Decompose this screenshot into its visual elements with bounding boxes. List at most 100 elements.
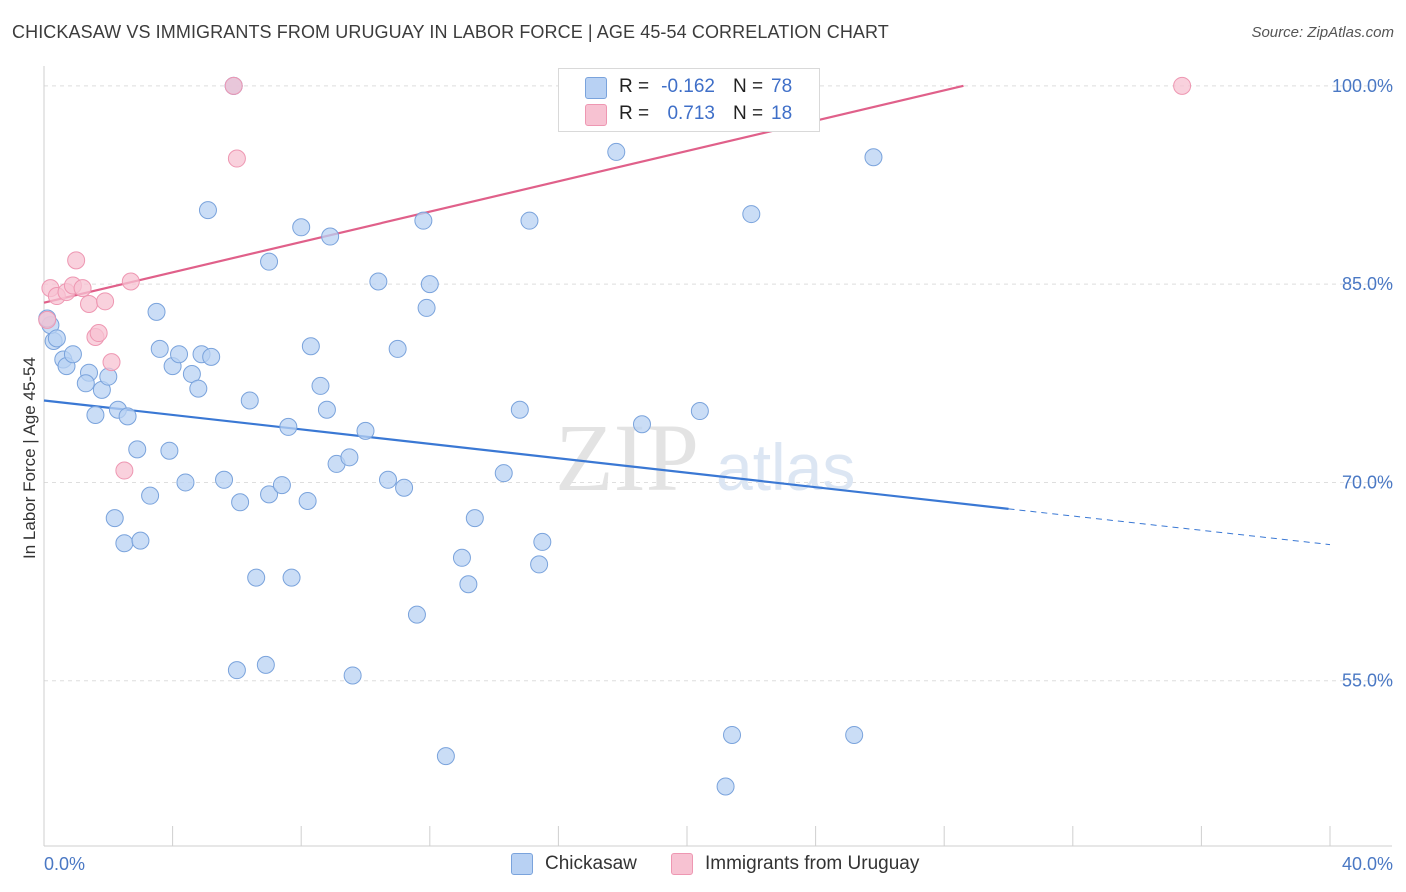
point-chickasaw	[436, 747, 455, 766]
legend-r-value: 0.713	[667, 103, 715, 124]
point-chickasaw	[407, 605, 426, 624]
point-uruguay	[96, 292, 115, 311]
point-chickasaw	[395, 478, 414, 497]
legend-swatch-blue	[585, 77, 607, 99]
trend-line-uruguay	[43, 84, 964, 304]
legend-row-uruguay: R = 0.713 N = 18	[559, 101, 819, 127]
point-chickasaw	[189, 379, 208, 398]
point-uruguay	[227, 149, 246, 168]
point-chickasaw	[160, 441, 179, 460]
y-tick-label: 100.0%	[1332, 76, 1393, 96]
point-chickasaw	[420, 275, 439, 294]
legend-r-value: -0.162	[661, 76, 715, 97]
trend-line-chickasaw	[43, 399, 1009, 510]
point-chickasaw	[845, 725, 864, 744]
point-uruguay	[102, 353, 121, 372]
point-uruguay	[1173, 76, 1192, 95]
point-chickasaw	[298, 491, 317, 510]
legend-row-chickasaw: R = -0.162 N = 78	[559, 74, 819, 100]
point-chickasaw	[292, 218, 311, 237]
legend-n-value: 18	[771, 103, 793, 124]
point-chickasaw	[128, 440, 147, 459]
point-chickasaw	[150, 339, 169, 358]
point-chickasaw	[607, 142, 626, 161]
point-chickasaw	[202, 347, 221, 366]
legend-r-label: R =	[619, 103, 650, 124]
bottom-legend-swatch-blue	[511, 853, 533, 875]
source-label: Source: ZipAtlas.com	[1251, 24, 1394, 41]
point-chickasaw	[340, 448, 359, 467]
point-chickasaw	[105, 509, 124, 528]
point-chickasaw	[414, 211, 433, 230]
point-chickasaw	[864, 148, 883, 167]
point-chickasaw	[533, 532, 552, 551]
point-chickasaw	[282, 568, 301, 587]
bottom-legend-swatch-pink	[671, 853, 693, 875]
watermark: ZIP atlas	[555, 404, 855, 511]
point-chickasaw	[690, 402, 709, 421]
point-chickasaw	[343, 666, 362, 685]
point-chickasaw	[510, 400, 529, 419]
point-chickasaw	[170, 345, 189, 364]
legend-n-label: N =	[733, 103, 764, 124]
point-chickasaw	[247, 568, 266, 587]
point-uruguay	[224, 76, 243, 95]
point-chickasaw	[321, 227, 340, 246]
point-chickasaw	[632, 415, 651, 434]
point-chickasaw	[356, 421, 375, 440]
point-chickasaw	[520, 211, 539, 230]
point-chickasaw	[388, 339, 407, 358]
point-chickasaw	[63, 345, 82, 364]
point-chickasaw	[317, 400, 336, 419]
point-chickasaw	[176, 473, 195, 492]
data-points	[38, 76, 1192, 796]
y-tick-label: 85.0%	[1342, 274, 1393, 294]
watermark-atlas: atlas	[716, 430, 855, 504]
trend-line-chickasaw-extension	[1008, 508, 1331, 546]
point-chickasaw	[459, 575, 478, 594]
correlation-legend: R = -0.162 N = 78 R = 0.713 N = 18	[558, 68, 820, 132]
x-tick-label: 40.0%	[1342, 854, 1393, 874]
axes	[43, 66, 1392, 847]
point-chickasaw	[118, 407, 137, 426]
point-chickasaw	[530, 555, 549, 574]
legend-swatch-pink	[585, 104, 607, 126]
point-chickasaw	[272, 476, 291, 495]
point-uruguay	[67, 251, 86, 270]
y-tick-label: 70.0%	[1342, 472, 1393, 492]
bottom-legend-uruguay: Immigrants from Uruguay	[671, 852, 919, 876]
bottom-legend-label: Immigrants from Uruguay	[705, 853, 920, 874]
tick-labels: 55.0% 70.0% 85.0% 100.0% 0.0% 40.0%	[44, 76, 1393, 874]
watermark-zip: ZIP	[555, 404, 699, 511]
point-chickasaw	[147, 302, 166, 321]
point-chickasaw	[240, 391, 259, 410]
point-chickasaw	[417, 298, 436, 317]
point-chickasaw	[379, 470, 398, 489]
point-chickasaw	[131, 531, 150, 550]
point-chickasaw	[260, 252, 279, 271]
point-chickasaw	[279, 417, 298, 436]
bottom-legend-label: Chickasaw	[545, 853, 637, 874]
x-tick-label: 0.0%	[44, 854, 85, 874]
point-chickasaw	[256, 655, 275, 674]
point-uruguay	[115, 461, 134, 480]
point-uruguay	[89, 324, 108, 343]
point-chickasaw	[311, 376, 330, 395]
y-tick-label: 55.0%	[1342, 671, 1393, 691]
legend-n-label: N =	[733, 76, 764, 97]
point-chickasaw	[494, 464, 513, 483]
point-chickasaw	[231, 493, 250, 512]
point-chickasaw	[742, 205, 761, 224]
point-chickasaw	[369, 272, 388, 291]
point-chickasaw	[227, 661, 246, 680]
point-chickasaw	[260, 485, 279, 504]
point-uruguay	[80, 294, 99, 313]
point-chickasaw	[301, 337, 320, 356]
point-chickasaw	[723, 725, 742, 744]
chart-title: CHICKASAW VS IMMIGRANTS FROM URUGUAY IN …	[12, 22, 889, 42]
legend-n-value: 78	[771, 76, 793, 97]
point-chickasaw	[141, 486, 160, 505]
point-chickasaw	[452, 548, 471, 567]
grid-lines	[44, 85, 1392, 682]
